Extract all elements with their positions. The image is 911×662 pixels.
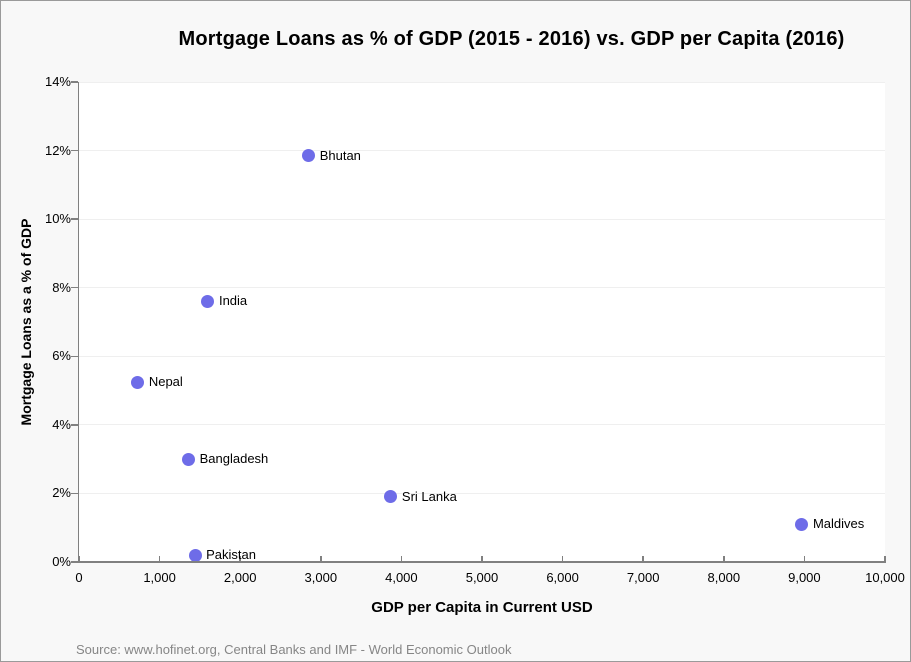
data-point [302,149,316,163]
x-tick-label: 10,000 [865,570,905,585]
x-tick-label: 0 [75,570,83,585]
x-axis-line [77,561,886,563]
data-point [384,490,398,504]
point-label: Pakistan [206,547,256,563]
y-axis-tick [71,424,78,426]
x-axis-tick [803,556,806,562]
data-point [188,548,202,562]
point-label: Maldives [812,516,865,532]
y-axis-tick [71,492,78,495]
x-axis-tick [239,556,241,562]
y-gridline [79,355,885,357]
y-axis-title: Mortgage Loans as a % of GDP [18,218,34,426]
point-label: Sri Lanka [401,488,457,504]
y-tick-label: 12% [44,142,71,158]
x-tick-label: 4,000 [385,570,418,585]
x-axis-tick [481,556,483,562]
x-tick-label: 6,000 [546,570,579,585]
y-tick-label: 14% [44,74,71,89]
point-label: India [218,293,248,309]
data-point [795,517,809,531]
y-gridline [79,424,885,426]
point-label: Bhutan [319,147,361,163]
x-tick-label: 1,000 [143,570,176,585]
y-axis-tick [71,561,78,563]
y-axis-tick [71,218,78,220]
point-label: Nepal [148,374,183,389]
y-gridline [79,81,885,83]
y-tick-label: 4% [52,416,71,432]
y-axis-tick [71,286,78,289]
y-gridline [79,218,885,220]
y-tick-label: 6% [52,348,71,364]
x-axis-title: GDP per Capita in Current USD [371,599,593,616]
y-tick-label: 2% [52,485,71,501]
x-axis-tick [642,556,644,562]
x-axis-tick [320,556,322,562]
source-note: Source: www.hofinet.org, Central Banks a… [76,642,512,657]
x-tick-label: 5,000 [465,570,499,585]
x-axis-tick [723,556,725,562]
plot-area [79,82,885,562]
y-gridline [79,150,885,152]
y-axis-tick [71,149,78,152]
x-tick-label: 7,000 [626,570,660,585]
point-label: Bangladesh [199,451,269,467]
data-point [182,452,196,466]
y-tick-label: 10% [44,211,71,227]
chart-title: Mortgage Loans as % of GDP (2015 - 2016)… [178,28,845,50]
x-axis-tick [400,556,403,562]
y-axis-tick [71,355,78,358]
x-tick-label: 8,000 [707,570,741,585]
x-tick-label: 2,000 [223,570,257,585]
y-axis-line [77,82,79,563]
x-tick-label: 9,000 [788,570,821,585]
x-axis-tick [158,556,161,562]
y-gridline [79,492,885,494]
y-axis-tick [71,81,78,83]
data-point [201,294,215,308]
x-axis-tick [78,556,80,562]
y-tick-label: 0% [52,554,71,569]
x-axis-tick [561,556,564,562]
x-axis-tick [884,556,886,562]
x-tick-label: 3,000 [304,570,338,585]
data-point [131,375,145,389]
y-gridline [79,287,885,289]
y-tick-label: 8% [52,279,71,295]
